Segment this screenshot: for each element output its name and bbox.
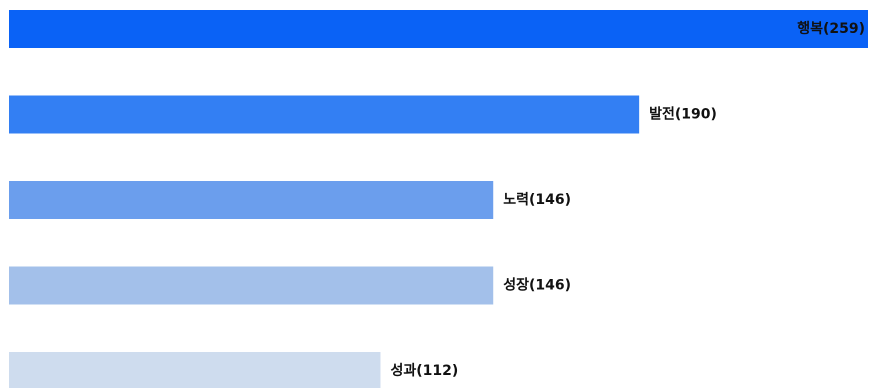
bar-3: [9, 266, 494, 305]
bar-label-4: 성과(112): [390, 363, 458, 379]
bar-label-1: 발전(190): [649, 106, 717, 123]
bar-4: [9, 352, 381, 388]
bar-label-3: 성장(146): [503, 277, 571, 294]
bar-1: [9, 95, 640, 134]
labels-layer: 행복(259) 발전(190) 노력(146) 성장(146) 성과(112): [390, 21, 865, 379]
bar-0: [9, 10, 868, 48]
bar-label-0: 행복(259): [797, 21, 865, 37]
bar-2: [9, 181, 494, 219]
bar-label-2: 노력(146): [503, 192, 571, 208]
bars-layer: [9, 10, 868, 388]
